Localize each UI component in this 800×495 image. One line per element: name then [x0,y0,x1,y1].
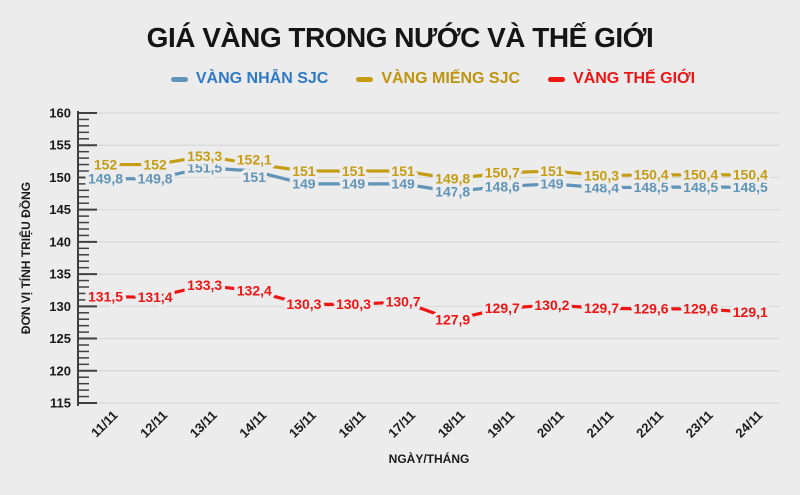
svg-text:150: 150 [49,170,71,185]
svg-text:23/11: 23/11 [683,408,716,441]
svg-text:151,5: 151,5 [187,160,222,176]
svg-text:150,3: 150,3 [584,167,619,183]
svg-text:152: 152 [94,156,118,172]
svg-text:148,6: 148,6 [485,178,520,194]
svg-text:129,7: 129,7 [485,300,520,316]
svg-text:148,4: 148,4 [584,180,619,196]
svg-text:17/11: 17/11 [385,408,418,441]
legend-dash-icon [356,76,374,82]
svg-text:152,1: 152,1 [237,152,272,168]
svg-text:20/11: 20/11 [534,408,567,441]
svg-text:131,4: 131,4 [138,289,173,305]
gridlines [78,112,780,404]
svg-text:148,5: 148,5 [733,179,768,195]
svg-text:149,8: 149,8 [435,171,470,187]
legend-label: VÀNG MIẾNG SJC [381,70,521,87]
svg-text:16/11: 16/11 [336,408,369,441]
svg-text:151: 151 [292,163,316,179]
svg-text:21/11: 21/11 [584,408,617,441]
legend-item-vang-the-gioi[interactable]: VÀNG THẾ GIỚI [548,70,695,88]
svg-text:149,8: 149,8 [138,171,173,187]
svg-text:148,5: 148,5 [683,179,718,195]
chart-legend: VÀNG NHẪN SJC VÀNG MIẾNG SJC VÀNG THẾ GI… [78,70,788,88]
svg-text:149: 149 [342,176,366,192]
svg-text:130,2: 130,2 [534,297,569,313]
svg-text:149: 149 [540,176,564,192]
svg-text:120: 120 [49,363,71,378]
svg-text:132,4: 132,4 [237,283,272,299]
svg-text:133,3: 133,3 [187,277,222,293]
svg-text:150,4: 150,4 [634,167,669,183]
svg-text:150,4: 150,4 [733,167,768,183]
svg-text:130: 130 [49,299,71,314]
svg-text:145: 145 [49,202,71,217]
legend-dash-icon [548,76,566,82]
legend-dash-icon [170,76,188,82]
y-tick-labels: 115 120 125 130 135 140 145 150 155 160 [49,106,71,411]
svg-text:129,6: 129,6 [683,301,718,317]
svg-text:NGÀY/THÁNG: NGÀY/THÁNG [389,451,470,466]
series-line-0 [103,166,752,194]
svg-text:150,4: 150,4 [683,167,718,183]
y-axis [77,111,97,406]
series-line-1 [103,154,752,181]
series-line-2 [103,283,752,322]
svg-text:12/11: 12/11 [137,408,170,441]
svg-text:140: 140 [49,234,71,249]
svg-text:ĐƠN VỊ TÍNH TRIỆU ĐỒNG: ĐƠN VỊ TÍNH TRIỆU ĐỒNG [18,182,33,334]
svg-text:130,3: 130,3 [336,296,371,312]
series-labels-2: 131,5 131,4 133,3 132,4 130,3 130,3 130,7 127,9… [84,273,771,331]
svg-text:149: 149 [292,176,316,192]
legend-item-vang-mieng-sjc[interactable]: VÀNG MIẾNG SJC [356,70,520,88]
svg-text:14/11: 14/11 [236,408,269,441]
svg-text:18/11: 18/11 [435,408,468,441]
svg-text:151: 151 [342,163,366,179]
svg-text:127,9: 127,9 [435,312,470,328]
svg-text:130,7: 130,7 [386,294,421,310]
x-tick-labels: 11/11 12/11 13/11 14/11 15/11 16/11 17/11 18/11… [88,408,765,441]
svg-text:15/11: 15/11 [286,408,319,441]
svg-text:149,8: 149,8 [88,171,123,187]
svg-text:130,3: 130,3 [286,296,321,312]
svg-text:135: 135 [49,267,71,282]
svg-text:151: 151 [243,169,267,185]
svg-text:152: 152 [143,156,167,172]
svg-text:153,3: 153,3 [187,148,222,164]
svg-text:129,1: 129,1 [733,304,768,320]
svg-text:22/11: 22/11 [633,408,666,441]
svg-text:149: 149 [391,176,415,192]
svg-text:24/11: 24/11 [732,408,765,441]
svg-text:115: 115 [50,396,71,411]
svg-text:148,5: 148,5 [634,179,669,195]
svg-text:13/11: 13/11 [187,408,220,441]
svg-text:155: 155 [49,138,71,153]
svg-text:19/11: 19/11 [484,408,517,441]
svg-text:11/11: 11/11 [88,408,121,441]
svg-text:160: 160 [49,106,71,121]
svg-text:125: 125 [49,331,71,346]
chart-title: GIÁ VÀNG TRONG NƯỚC VÀ THẾ GIỚI [146,22,654,53]
svg-text:129,7: 129,7 [584,300,619,316]
axis-titles: NGÀY/THÁNG ĐƠN VỊ TÍNH TRIỆU ĐỒNG [18,182,469,466]
svg-text:150,7: 150,7 [485,165,520,181]
svg-text:151: 151 [540,163,564,179]
svg-text:147,8: 147,8 [435,183,470,199]
svg-text:151: 151 [391,163,415,179]
svg-text:129,6: 129,6 [634,301,669,317]
legend-item-vang-nhan-sjc[interactable]: VÀNG NHẪN SJC [170,70,329,88]
svg-text:131,5: 131,5 [88,288,123,304]
legend-label: VÀNG THẾ GIỚI [573,70,696,87]
legend-label: VÀNG NHẪN SJC [195,70,329,87]
